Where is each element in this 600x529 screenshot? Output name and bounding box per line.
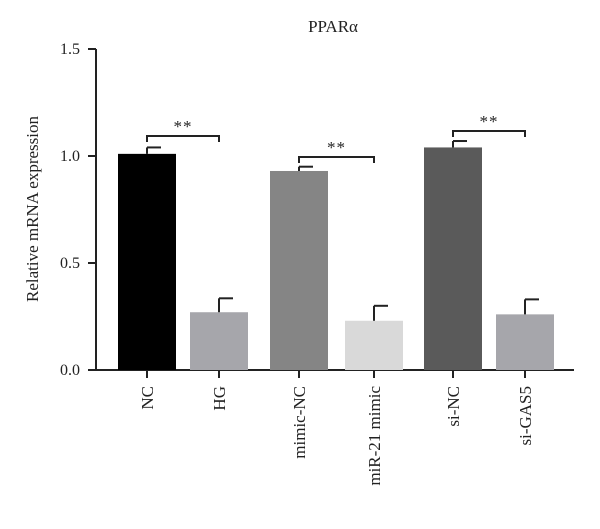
bars [118, 147, 554, 370]
y-axis-label: Relative mRNA expression [23, 115, 42, 302]
x-tick-label: si-NC [444, 386, 463, 427]
error-bar [146, 146, 161, 154]
bar [270, 170, 328, 370]
error-bars [146, 140, 539, 321]
x-tick-label: mimic-NC [290, 386, 309, 459]
error-bar [373, 304, 388, 321]
y-tick-label: 1.5 [60, 41, 80, 58]
bar [345, 320, 403, 370]
error-bar [218, 297, 233, 313]
error-bar [452, 140, 467, 148]
y-tick-label: 0.5 [60, 255, 80, 272]
y-tick-label: 0.0 [60, 362, 80, 379]
bar [496, 314, 554, 370]
x-ticks: NC HG mimic-NC miR-21 mimic si-NC si-GAS5 [138, 370, 535, 486]
x-tick-label: si-GAS5 [516, 386, 535, 446]
significance-label: ** [174, 117, 193, 136]
x-tick-label: NC [138, 386, 157, 410]
x-tick-label: HG [210, 386, 229, 411]
bar [424, 147, 482, 370]
significance-bracket: ** [298, 138, 375, 163]
significance-label: ** [480, 112, 499, 131]
chart-title: PPARα [308, 17, 358, 36]
significance-label: ** [327, 138, 346, 157]
y-ticks: 0.0 0.5 1.0 1.5 [60, 41, 96, 379]
significance-bracket: ** [146, 117, 220, 142]
error-bar [298, 165, 313, 171]
significance-brackets: ** ** ** [146, 112, 526, 163]
bar [118, 153, 176, 370]
significance-bracket: ** [452, 112, 526, 137]
x-tick-label: miR-21 mimic [365, 386, 384, 486]
bar [190, 312, 248, 370]
y-tick-label: 1.0 [60, 148, 80, 165]
error-bar [524, 298, 539, 315]
